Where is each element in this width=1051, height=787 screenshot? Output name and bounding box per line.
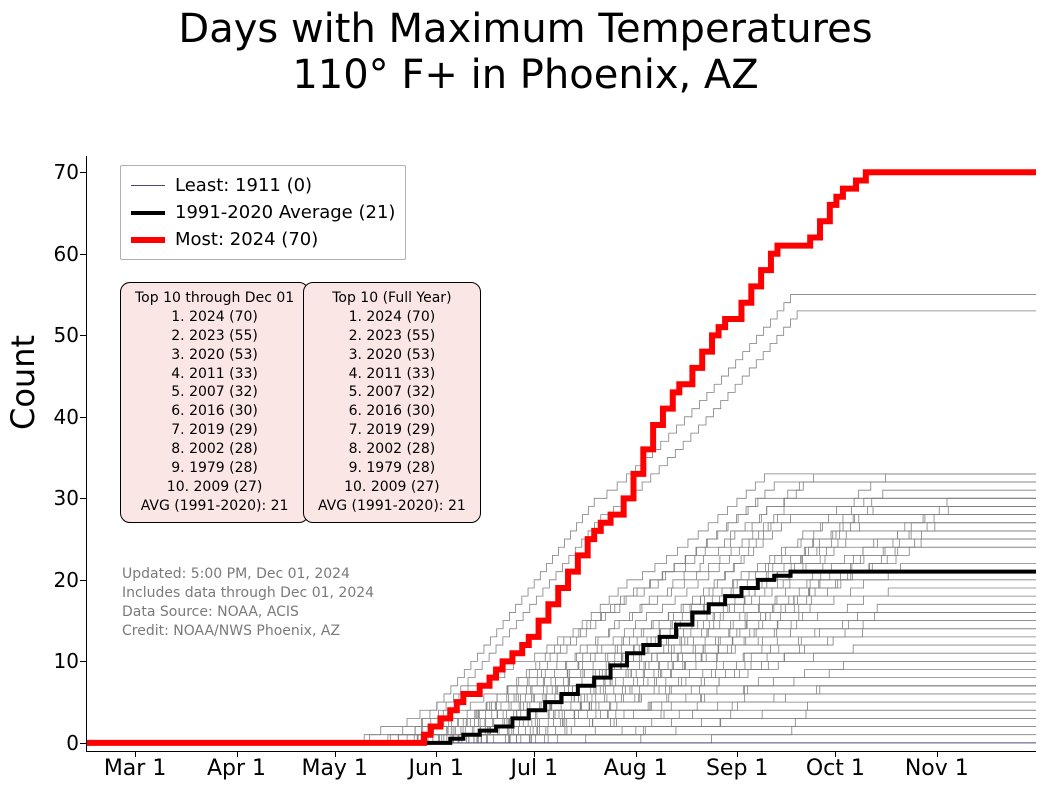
x-tick-mark <box>835 751 836 757</box>
top10-through-item: 9. 1979 (28) <box>135 459 294 478</box>
x-tick-label: Jun 1 <box>408 756 463 781</box>
x-tick-mark <box>636 751 637 757</box>
legend-item-least: Least: 1911 (0) <box>131 172 395 199</box>
y-tick-label: 40 <box>19 405 79 429</box>
y-tick-mark <box>80 335 86 336</box>
top10-full-item: 2. 2023 (55) <box>318 327 466 346</box>
meta-includes: Includes data through Dec 01, 2024 <box>122 584 374 603</box>
top10-full-header: Top 10 (Full Year) <box>318 289 466 308</box>
legend-item-most: Most: 2024 (70) <box>131 226 395 253</box>
meta-credit: Credit: NOAA/NWS Phoenix, AZ <box>122 622 374 641</box>
y-tick-mark <box>80 417 86 418</box>
y-tick-label: 20 <box>19 568 79 592</box>
x-tick-mark <box>436 751 437 757</box>
y-tick-mark <box>80 743 86 744</box>
top10-through-item: 3. 2020 (53) <box>135 346 294 365</box>
legend-label-most: Most: 2024 (70) <box>175 226 318 253</box>
y-tick-label: 50 <box>19 323 79 347</box>
top10-full-item: 5. 2007 (32) <box>318 383 466 402</box>
top10-full-item: 10. 2009 (27) <box>318 478 466 497</box>
x-tick-label: Sep 1 <box>706 756 768 781</box>
x-tick-mark <box>737 751 738 757</box>
grey-series <box>87 669 1036 742</box>
top10-full-box: Top 10 (Full Year) 1. 2024 (70)2. 2023 (… <box>303 282 481 523</box>
y-tick-mark <box>80 254 86 255</box>
meta-updated: Updated: 5:00 PM, Dec 01, 2024 <box>122 565 374 584</box>
y-tick-label: 70 <box>19 160 79 184</box>
legend: Least: 1911 (0) 1991-2020 Average (21) M… <box>120 165 406 260</box>
y-tick-mark <box>80 580 86 581</box>
top10-through-box: Top 10 through Dec 01 1. 2024 (70)2. 202… <box>120 282 309 523</box>
metadata: Updated: 5:00 PM, Dec 01, 2024 Includes … <box>122 565 374 641</box>
top10-through-item: 10. 2009 (27) <box>135 478 294 497</box>
legend-label-least: Least: 1911 (0) <box>175 172 312 199</box>
x-tick-label: Apr 1 <box>207 756 266 781</box>
title-line-1: Days with Maximum Temperatures <box>178 6 872 52</box>
y-tick-label: 30 <box>19 486 79 510</box>
chart-title: Days with Maximum Temperatures 110° F+ i… <box>0 6 1051 98</box>
x-tick-label: Aug 1 <box>604 756 668 781</box>
legend-item-average: 1991-2020 Average (21) <box>131 199 395 226</box>
meta-source: Data Source: NOAA, ACIS <box>122 603 374 622</box>
top10-through-item: 6. 2016 (30) <box>135 402 294 421</box>
legend-label-average: 1991-2020 Average (21) <box>175 199 395 226</box>
x-tick-label: Nov 1 <box>905 756 969 781</box>
top10-full-item: 7. 2019 (29) <box>318 421 466 440</box>
top10-full-item: 8. 2002 (28) <box>318 440 466 459</box>
top10-through-item: 2. 2023 (55) <box>135 327 294 346</box>
y-tick-mark <box>80 498 86 499</box>
grey-series <box>87 718 1036 742</box>
top10-through-item: 4. 2011 (33) <box>135 365 294 384</box>
top10-through-item: 1. 2024 (70) <box>135 308 294 327</box>
x-tick-label: Jul 1 <box>511 756 559 781</box>
top10-through-header: Top 10 through Dec 01 <box>135 289 294 308</box>
top10-through-footer: AVG (1991-2020): 21 <box>135 497 294 516</box>
x-tick-mark <box>335 751 336 757</box>
legend-swatch-most <box>131 237 165 243</box>
y-tick-mark <box>80 661 86 662</box>
legend-swatch-average <box>131 211 165 215</box>
y-tick-label: 0 <box>19 731 79 755</box>
grey-series <box>87 637 1036 743</box>
grey-series <box>87 702 1036 743</box>
x-tick-label: May 1 <box>301 756 367 781</box>
top10-full-item: 4. 2011 (33) <box>318 365 466 384</box>
top10-through-item: 7. 2019 (29) <box>135 421 294 440</box>
top10-full-item: 3. 2020 (53) <box>318 346 466 365</box>
y-tick-label: 10 <box>19 649 79 673</box>
title-line-2: 110° F+ in Phoenix, AZ <box>292 52 758 98</box>
x-tick-mark <box>135 751 136 757</box>
x-tick-label: Mar 1 <box>104 756 167 781</box>
top10-full-item: 1. 2024 (70) <box>318 308 466 327</box>
y-tick-mark <box>80 172 86 173</box>
grey-series <box>87 718 1036 742</box>
top10-full-footer: AVG (1991-2020): 21 <box>318 497 466 516</box>
top10-full-item: 6. 2016 (30) <box>318 402 466 421</box>
grey-series <box>87 702 1036 743</box>
y-tick-label: 60 <box>19 242 79 266</box>
x-tick-mark <box>237 751 238 757</box>
legend-swatch-least <box>131 185 165 186</box>
x-tick-label: Oct 1 <box>806 756 865 781</box>
top10-through-item: 5. 2007 (32) <box>135 383 294 402</box>
x-tick-mark <box>937 751 938 757</box>
top10-full-item: 9. 1979 (28) <box>318 459 466 478</box>
top10-through-item: 8. 2002 (28) <box>135 440 294 459</box>
x-tick-mark <box>534 751 535 757</box>
